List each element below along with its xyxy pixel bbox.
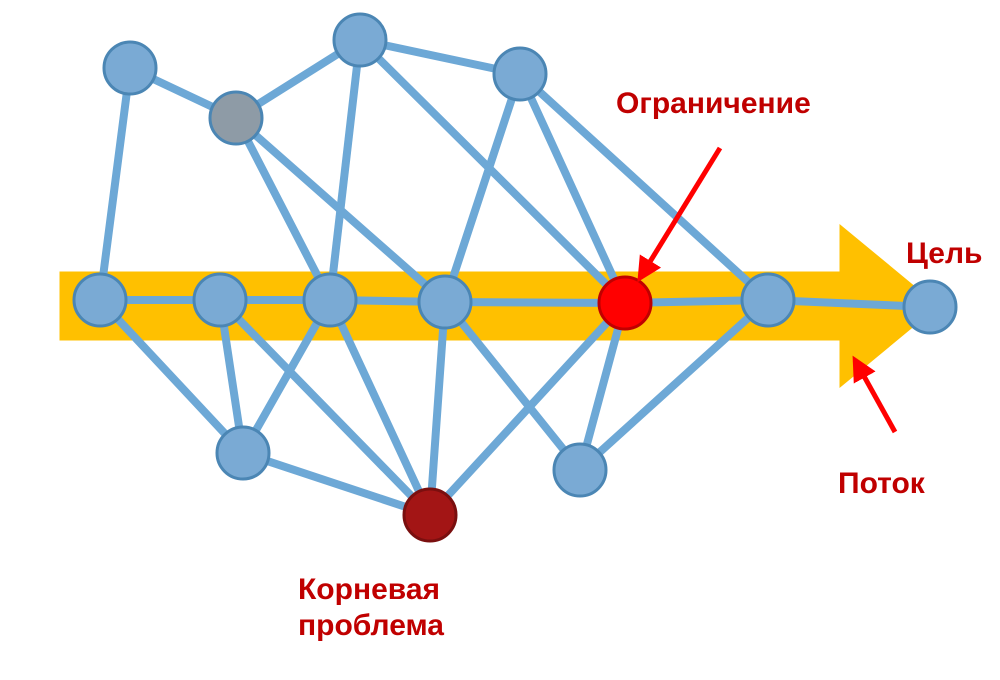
edge: [100, 68, 130, 300]
constraint-label: Ограничение: [616, 86, 811, 122]
node-m6: [742, 274, 794, 326]
flow-label: Поток: [838, 466, 925, 502]
flow-arrow: [855, 360, 895, 432]
node-t1: [104, 42, 156, 94]
node-t4: [494, 48, 546, 100]
node-m4: [419, 276, 471, 328]
node-m2: [194, 274, 246, 326]
node-t3: [334, 14, 386, 66]
node-m1: [74, 274, 126, 326]
goal-label: Цель: [906, 236, 982, 272]
node-b1: [217, 427, 269, 479]
node-m3: [304, 274, 356, 326]
node-b2: [404, 489, 456, 541]
edge: [520, 74, 625, 303]
node-m5: [599, 277, 651, 329]
node-m7: [904, 281, 956, 333]
diagram-canvas: [0, 0, 1000, 680]
edge: [330, 40, 360, 300]
constraint-arrow: [640, 148, 720, 278]
node-t2: [210, 92, 262, 144]
root-problem-label: Корневая проблема: [298, 572, 444, 644]
node-b3: [554, 444, 606, 496]
